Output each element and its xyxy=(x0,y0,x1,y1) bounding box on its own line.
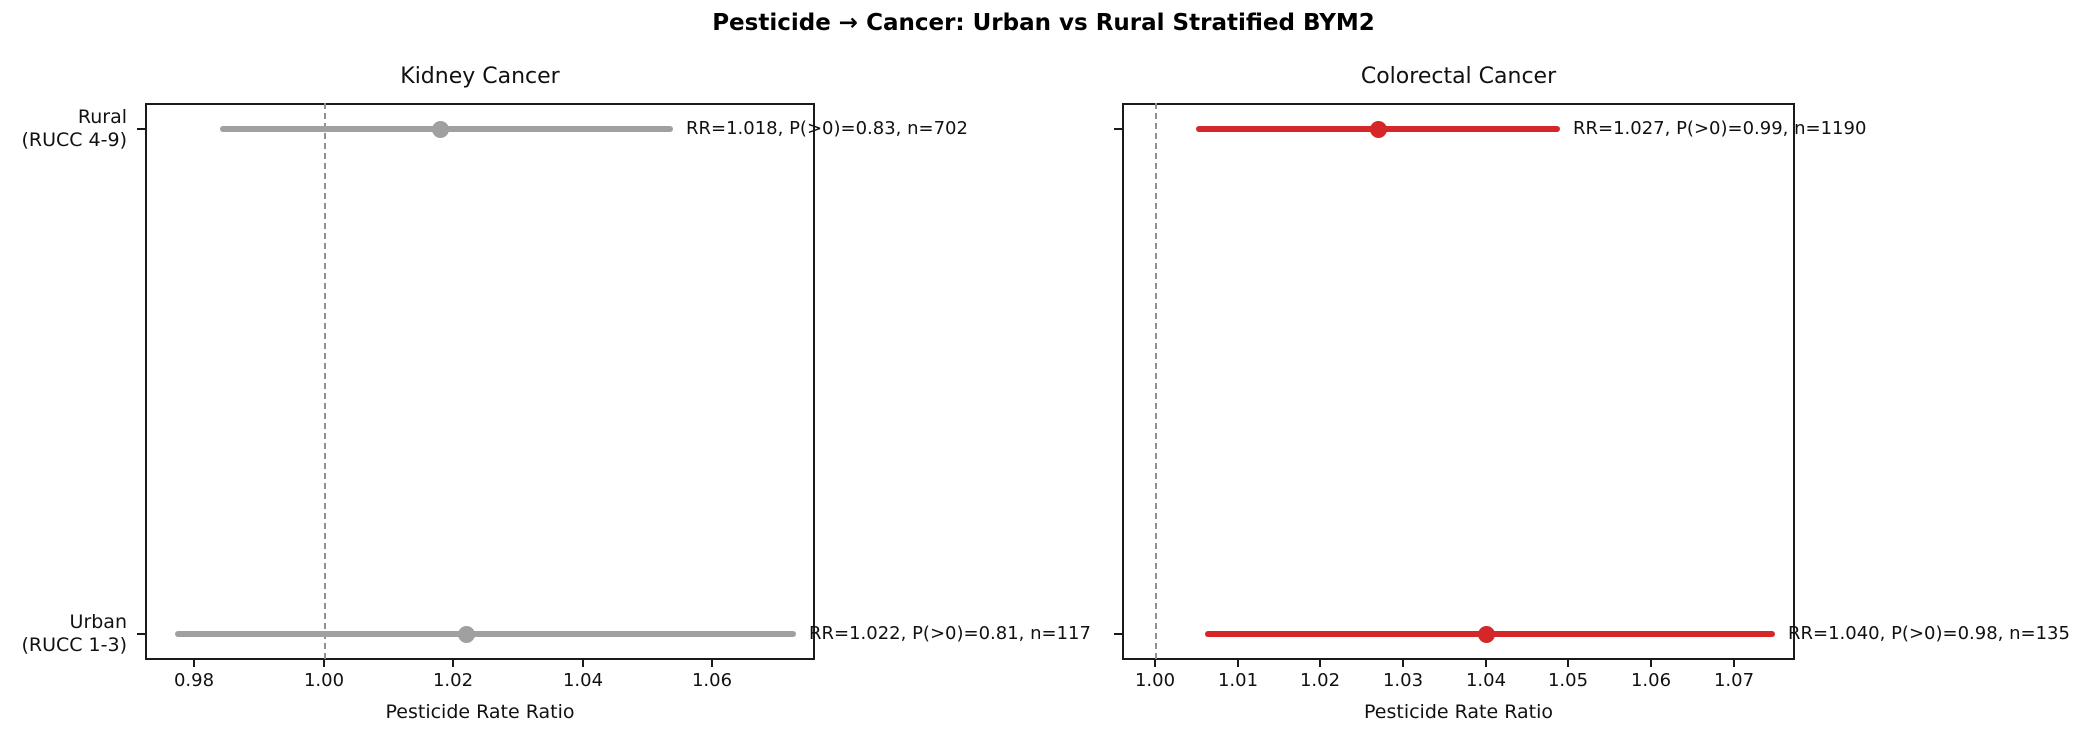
x-axis-label: Pesticide Rate Ratio xyxy=(1364,701,1553,723)
x-tick-label: 1.00 xyxy=(303,670,345,691)
x-tick-mark xyxy=(1650,660,1652,667)
y-label-group: Rural xyxy=(77,106,127,128)
x-tick-label: 1.06 xyxy=(1630,670,1672,691)
plot-frame xyxy=(145,103,815,660)
rr-point-marker xyxy=(458,626,475,643)
x-tick-label: 1.07 xyxy=(1713,670,1755,691)
y-label-group: Urban xyxy=(69,611,127,633)
plot-frame xyxy=(1122,103,1795,660)
x-tick-mark xyxy=(1319,660,1321,667)
rr-point-marker xyxy=(432,121,449,138)
x-tick-label: 1.05 xyxy=(1547,670,1589,691)
x-tick-mark xyxy=(452,660,454,667)
x-tick-label: 1.03 xyxy=(1382,670,1424,691)
x-tick-mark xyxy=(1402,660,1404,667)
x-axis-label: Pesticide Rate Ratio xyxy=(385,701,575,723)
rr-point-marker xyxy=(1370,121,1387,138)
y-tick-mark xyxy=(1114,633,1122,635)
x-tick-label: 0.98 xyxy=(173,670,215,691)
y-tick-label: Urban (RUCC 1-3) xyxy=(0,611,127,657)
rr-annotation: RR=1.022, P(>0)=0.81, n=117 xyxy=(809,623,1091,644)
x-tick-label: 1.04 xyxy=(562,670,604,691)
x-tick-label: 1.01 xyxy=(1217,670,1259,691)
x-tick-mark xyxy=(1237,660,1239,667)
y-label-group-detail: (RUCC 1-3) xyxy=(21,634,127,656)
panel-title: Colorectal Cancer xyxy=(1360,64,1557,89)
reference-line xyxy=(1155,103,1157,660)
y-tick-mark xyxy=(137,128,145,130)
x-tick-mark xyxy=(711,660,713,667)
rr-annotation: RR=1.040, P(>0)=0.98, n=135 xyxy=(1788,623,2070,644)
y-tick-mark xyxy=(137,633,145,635)
reference-line xyxy=(324,103,326,660)
x-tick-mark xyxy=(1733,660,1735,667)
x-tick-label: 1.02 xyxy=(1299,670,1341,691)
x-tick-mark xyxy=(323,660,325,667)
x-tick-label: 1.00 xyxy=(1134,670,1176,691)
ci-line xyxy=(175,631,796,637)
x-tick-mark xyxy=(1485,660,1487,667)
x-tick-label: 1.02 xyxy=(432,670,474,691)
panel-title: Kidney Cancer xyxy=(400,64,560,89)
rr-point-marker xyxy=(1478,626,1495,643)
y-tick-mark xyxy=(1114,128,1122,130)
rr-annotation: RR=1.018, P(>0)=0.83, n=702 xyxy=(686,118,968,139)
y-label-group-detail: (RUCC 4-9) xyxy=(21,129,127,151)
y-tick-label: Rural (RUCC 4-9) xyxy=(0,106,127,152)
x-tick-mark xyxy=(582,660,584,667)
x-tick-mark xyxy=(1154,660,1156,667)
figure-title: Pesticide → Cancer: Urban vs Rural Strat… xyxy=(712,10,1375,36)
x-tick-label: 1.04 xyxy=(1465,670,1507,691)
colorectal-cancer-panel: Colorectal Cancer Pesticide Rate Ratio 1… xyxy=(1114,64,2070,723)
x-tick-mark xyxy=(1567,660,1569,667)
rr-annotation: RR=1.027, P(>0)=0.99, n=1190 xyxy=(1573,118,1867,139)
kidney-cancer-panel: Kidney Cancer Pesticide Rate Ratio 0.98 1… xyxy=(21,64,1091,723)
x-tick-label: 1.06 xyxy=(691,670,733,691)
x-tick-mark xyxy=(193,660,195,667)
